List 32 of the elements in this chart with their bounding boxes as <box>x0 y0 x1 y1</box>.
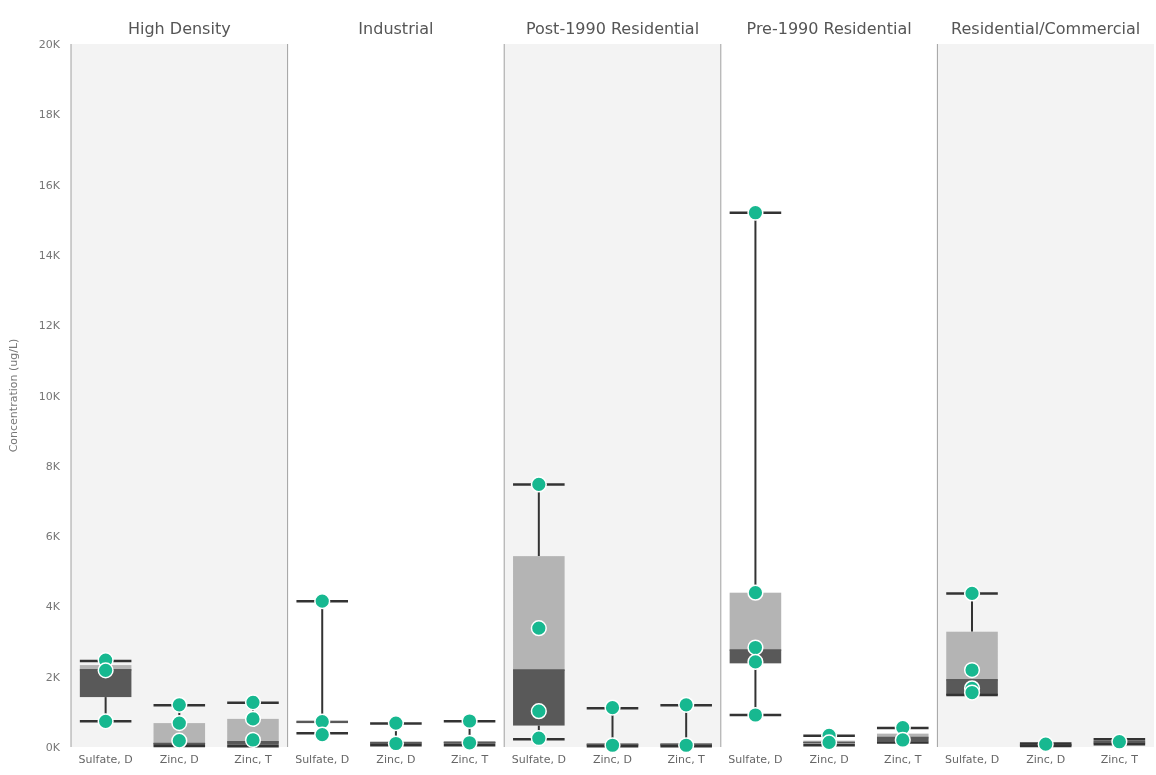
chart-title: Industrial <box>358 19 434 38</box>
x-tick-label: Zinc, T <box>884 752 922 766</box>
x-tick-label: Sulfate, D <box>78 752 133 766</box>
x-tick-label: Zinc, T <box>234 752 272 766</box>
y-tick-label: 20K <box>38 38 61 52</box>
y-tick-label: 10K <box>38 389 61 403</box>
y-tick-label: 12K <box>38 319 61 333</box>
chart-title: Pre-1990 Residential <box>746 19 912 38</box>
x-tick-label: Sulfate, D <box>944 752 1000 766</box>
y-tick-label: 2K <box>45 670 61 684</box>
x-tick-label: Zinc, T <box>667 752 706 766</box>
y-tick-label: 4K <box>45 600 61 614</box>
chart-title: Post-1990 Residential <box>525 19 700 38</box>
x-tick-label: Sulfate, D <box>511 752 566 766</box>
x-tick-label: Zinc, D <box>592 752 633 766</box>
y-tick-label: 8K <box>45 459 61 473</box>
y-tick-label: 18K <box>38 108 61 122</box>
chart-title: Residential/Commercial <box>951 19 1141 38</box>
y-tick-label: 0K <box>45 741 61 755</box>
x-tick-label: Zinc, D <box>159 752 199 766</box>
x-tick-label: Sulfate, D <box>295 752 350 766</box>
y-tick-label: 14K <box>38 248 61 262</box>
x-tick-label: Zinc, D <box>809 752 849 766</box>
x-tick-label: Zinc, T <box>450 752 489 766</box>
x-tick-label: Sulfate, D <box>728 752 783 766</box>
x-tick-label: Zinc, D <box>1026 752 1066 766</box>
chart-title: High Density <box>127 19 231 38</box>
y-tick-label: 6K <box>45 530 61 544</box>
x-tick-label: Zinc, T <box>1100 752 1139 766</box>
y-axis-title: Concentration (ug/L) <box>7 338 20 453</box>
y-tick-label: 16K <box>38 178 61 192</box>
x-tick-label: Zinc, D <box>376 752 416 766</box>
